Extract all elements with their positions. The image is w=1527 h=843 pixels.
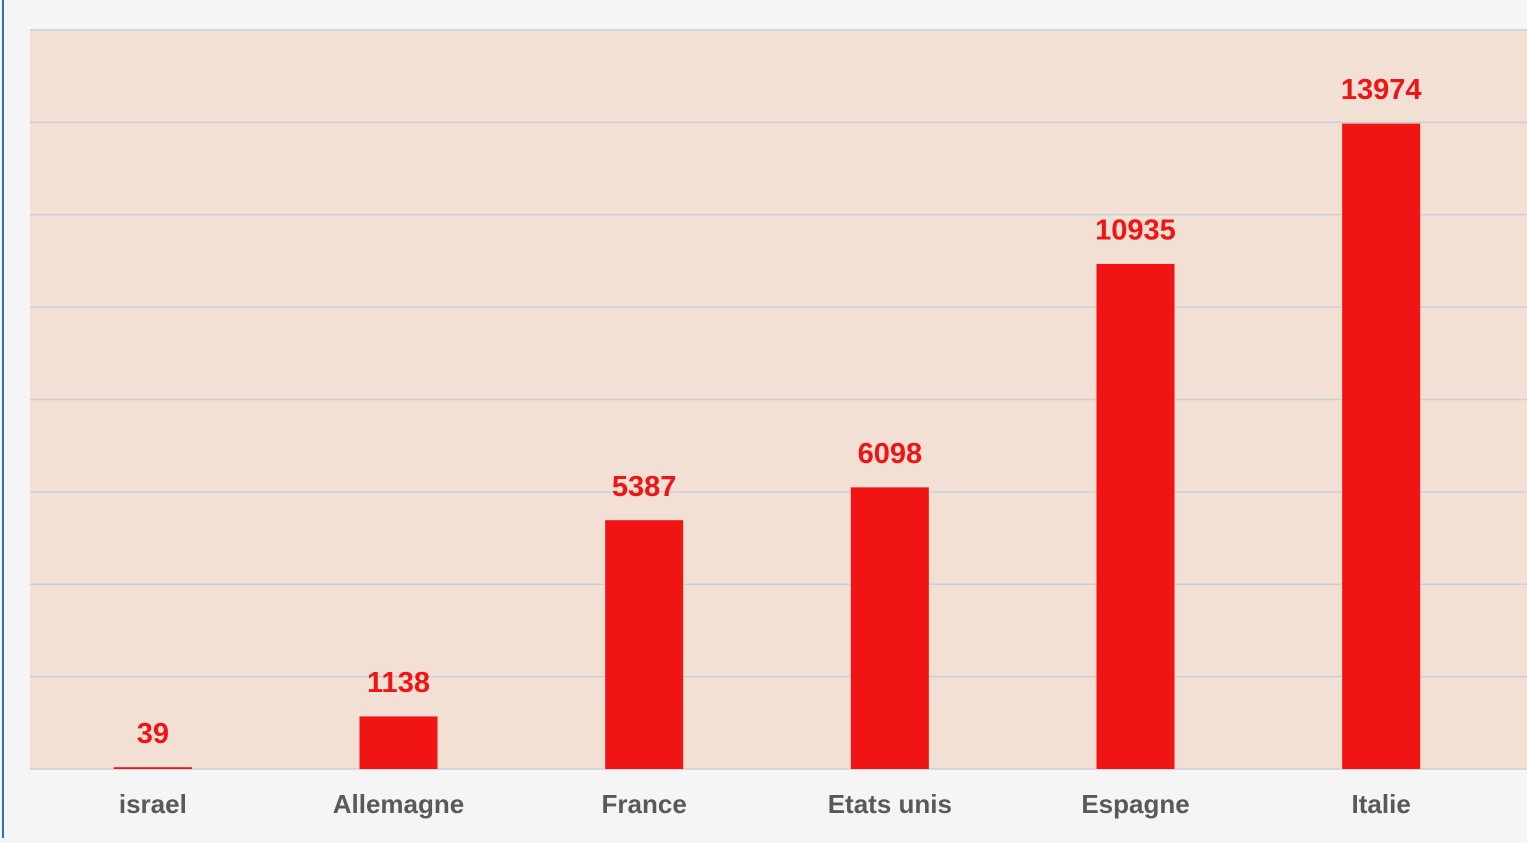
bar [113,767,192,769]
x-tick-label: Allemagne [333,789,465,819]
bar [850,487,929,769]
x-tick-label: Etats unis [828,789,952,819]
value-label: 39 [137,718,169,750]
value-label: 6098 [858,438,923,470]
x-tick-label: France [602,789,687,819]
bar [1096,263,1175,769]
value-label: 5387 [612,471,677,503]
bar [359,716,438,769]
bar [1342,123,1421,770]
x-tick-label: Espagne [1081,789,1189,819]
value-label: 13974 [1341,74,1422,106]
value-label: 10935 [1095,215,1176,247]
x-tick-label: Italie [1352,789,1411,819]
value-label: 1138 [367,667,430,699]
x-tick-label: israel [119,789,187,819]
bar [605,520,684,769]
